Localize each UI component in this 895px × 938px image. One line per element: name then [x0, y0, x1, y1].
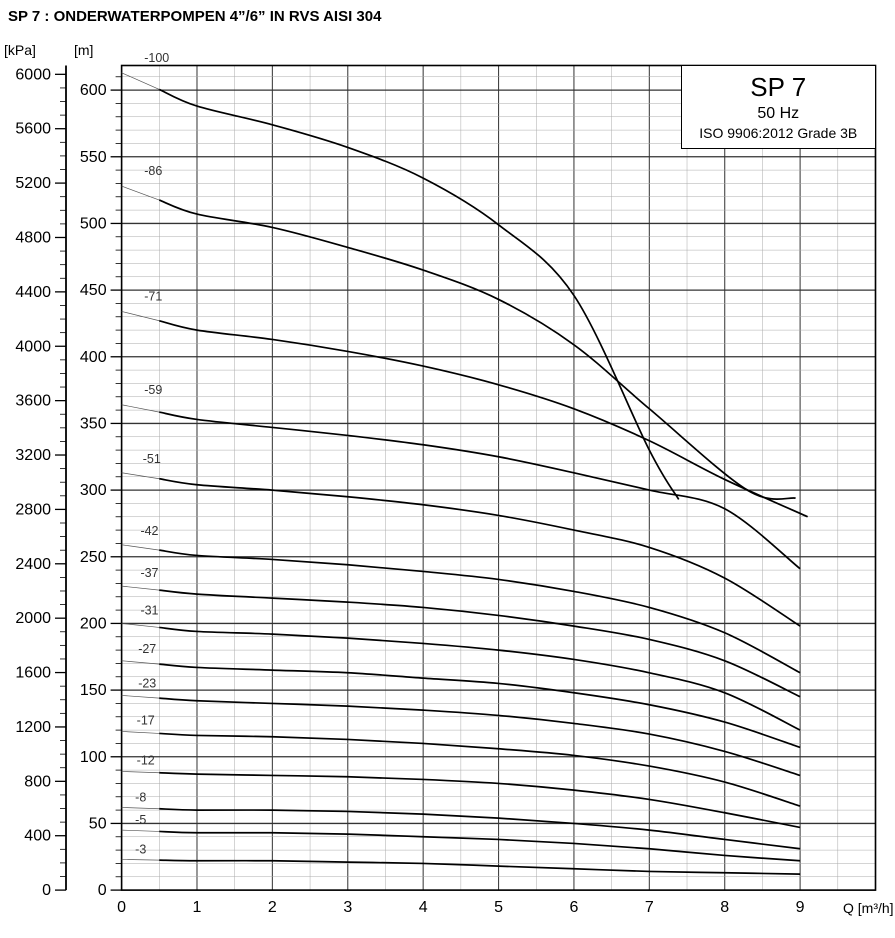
svg-text:1200: 1200 — [15, 719, 51, 736]
svg-text:6000: 6000 — [15, 66, 51, 83]
svg-text:-17: -17 — [137, 713, 155, 727]
svg-text:0: 0 — [42, 882, 51, 899]
svg-text:2400: 2400 — [15, 556, 51, 573]
svg-text:1600: 1600 — [15, 665, 51, 682]
svg-text:5600: 5600 — [15, 121, 51, 138]
svg-text:350: 350 — [80, 415, 107, 432]
svg-text:500: 500 — [80, 215, 107, 232]
svg-text:8: 8 — [720, 899, 729, 916]
svg-text:4400: 4400 — [15, 284, 51, 301]
svg-text:5: 5 — [494, 899, 503, 916]
svg-text:-51: -51 — [143, 452, 161, 466]
svg-text:2000: 2000 — [15, 610, 51, 627]
svg-text:-27: -27 — [138, 642, 156, 656]
svg-text:9: 9 — [796, 899, 805, 916]
svg-text:-31: -31 — [140, 603, 158, 617]
svg-text:-100: -100 — [144, 51, 169, 65]
svg-text:-5: -5 — [135, 813, 146, 827]
svg-text:-59: -59 — [144, 383, 162, 397]
svg-text:300: 300 — [80, 482, 107, 499]
svg-text:6: 6 — [569, 899, 578, 916]
svg-text:0: 0 — [117, 899, 126, 916]
svg-text:4: 4 — [419, 899, 428, 916]
svg-text:-37: -37 — [140, 566, 158, 580]
svg-text:-71: -71 — [144, 289, 162, 303]
svg-text:2800: 2800 — [15, 501, 51, 518]
svg-text:2: 2 — [268, 899, 277, 916]
svg-text:100: 100 — [80, 749, 107, 766]
svg-text:150: 150 — [80, 682, 107, 699]
svg-text:0: 0 — [98, 882, 107, 899]
svg-text:-86: -86 — [144, 164, 162, 178]
svg-text:400: 400 — [24, 828, 51, 845]
svg-text:7: 7 — [645, 899, 654, 916]
svg-text:-23: -23 — [138, 676, 156, 690]
svg-text:-42: -42 — [140, 524, 158, 538]
svg-text:-12: -12 — [137, 753, 155, 767]
svg-text:450: 450 — [80, 282, 107, 299]
svg-text:3600: 3600 — [15, 393, 51, 410]
svg-text:600: 600 — [80, 82, 107, 99]
svg-text:800: 800 — [24, 773, 51, 790]
svg-text:3200: 3200 — [15, 447, 51, 464]
svg-text:3: 3 — [343, 899, 352, 916]
svg-text:4000: 4000 — [15, 338, 51, 355]
svg-text:200: 200 — [80, 615, 107, 632]
svg-text:550: 550 — [80, 149, 107, 166]
svg-text:50: 50 — [89, 815, 107, 832]
svg-text:-8: -8 — [135, 790, 146, 804]
svg-text:5200: 5200 — [15, 175, 51, 192]
svg-text:400: 400 — [80, 349, 107, 366]
svg-text:250: 250 — [80, 549, 107, 566]
svg-text:-3: -3 — [135, 842, 146, 856]
svg-text:1: 1 — [193, 899, 202, 916]
svg-text:4800: 4800 — [15, 229, 51, 246]
